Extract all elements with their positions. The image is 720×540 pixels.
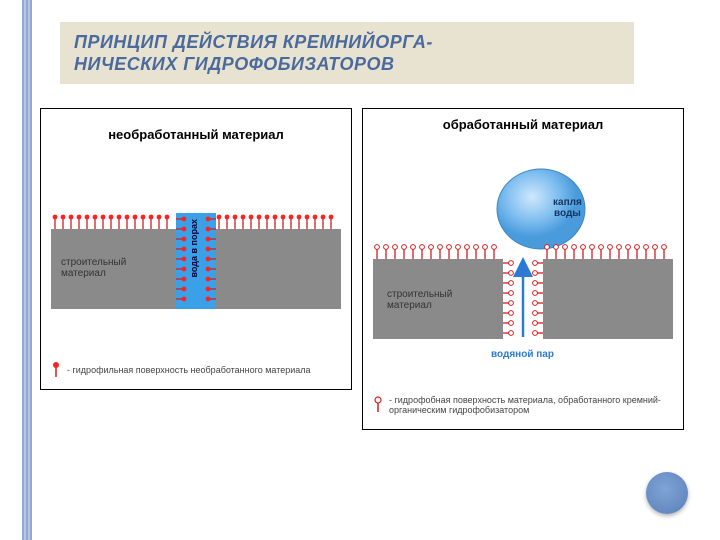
legend-left: - гидрофильная поверхность необработанно… xyxy=(49,361,311,379)
drop-label: капляводы xyxy=(553,197,582,219)
title-band: ПРИНЦИП ДЕЙСТВИЯ КРЕМНИЙОРГА-НИЧЕСКИХ ГИ… xyxy=(60,22,634,84)
hydrophilic-icon xyxy=(49,361,63,379)
panel-treated: обработанный материал xyxy=(362,108,684,430)
slide: ПРИНЦИП ДЕЙСТВИЯ КРЕМНИЙОРГА-НИЧЕСКИХ ГИ… xyxy=(0,0,720,540)
material-label-left: строительныйматериал xyxy=(61,257,126,279)
panel-title-right: обработанный материал xyxy=(363,117,683,132)
legend-right: - гидрофобная поверхность материала, обр… xyxy=(371,395,661,415)
slide-title: ПРИНЦИП ДЕЙСТВИЯ КРЕМНИЙОРГА-НИЧЕСКИХ ГИ… xyxy=(74,31,433,75)
pore-water-label: вода в порах xyxy=(189,219,199,278)
panels: необработанный материал строительныймате… xyxy=(40,108,684,430)
hydrophobic-icon xyxy=(371,396,385,414)
vapor-label: водяной пар xyxy=(491,349,554,360)
material-label-right: строительныйматериал xyxy=(387,289,452,311)
legend-text-left: - гидрофильная поверхность необработанно… xyxy=(67,365,311,375)
left-stripe xyxy=(22,0,32,540)
legend-text-right: - гидрофобная поверхность материала, обр… xyxy=(389,395,661,415)
panel-title-left: необработанный материал xyxy=(41,127,351,142)
corner-circle-icon xyxy=(646,472,688,514)
panel-untreated: необработанный материал строительныймате… xyxy=(40,108,352,390)
